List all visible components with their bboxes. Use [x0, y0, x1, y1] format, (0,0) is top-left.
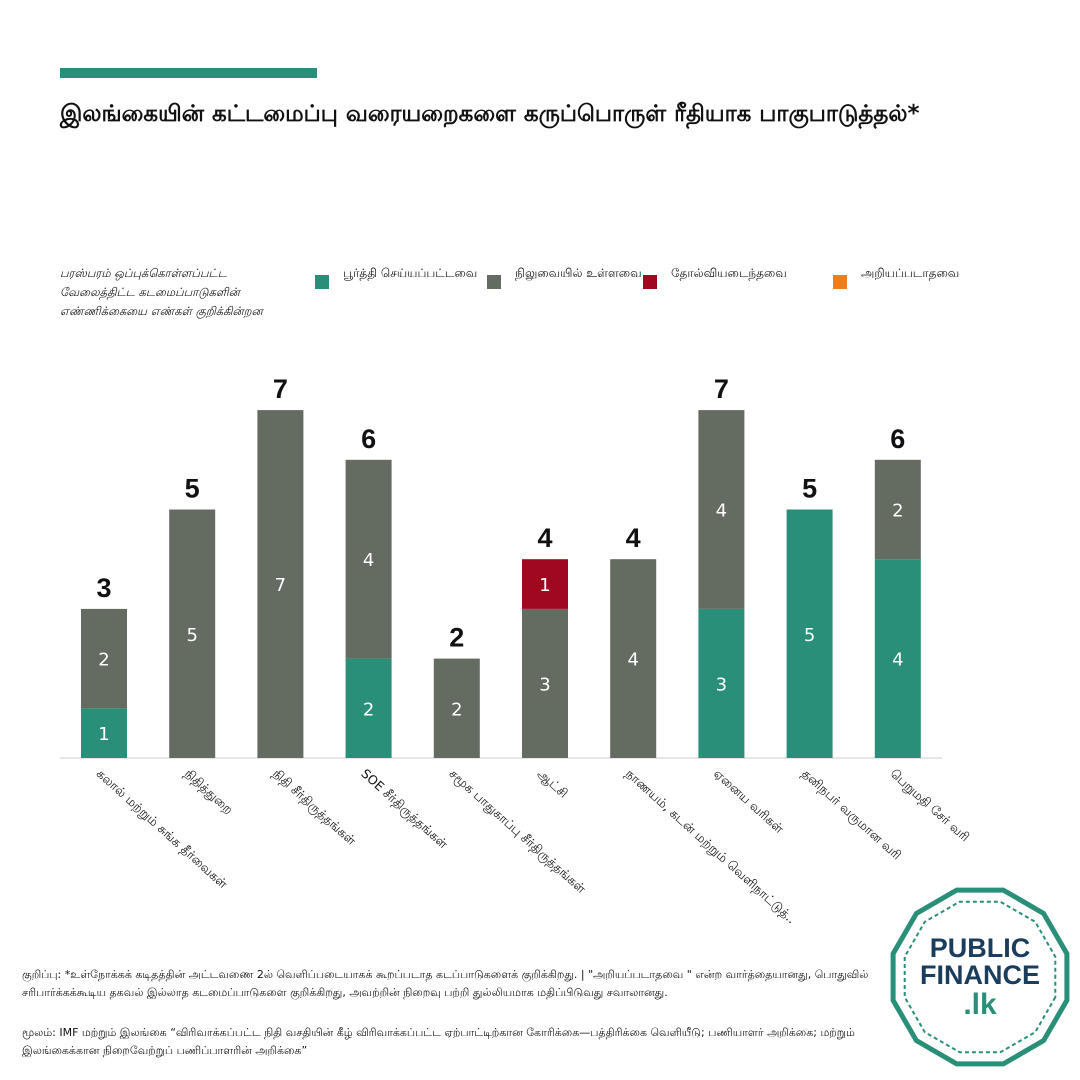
x-tick-label: பெறுமதி சேர் வரி	[887, 766, 973, 845]
segment-label: 2	[98, 650, 109, 671]
bar-segment	[433, 658, 480, 758]
logo-ring	[903, 900, 1057, 1054]
bar-segment	[81, 708, 127, 758]
logo-badge	[890, 887, 1070, 1067]
x-tick-label: நிதி சீர்திருத்தங்கள்	[269, 766, 359, 850]
legend-swatch	[833, 275, 847, 289]
legend-label: பூர்த்தி செய்யப்பட்டவை	[343, 266, 478, 280]
x-tick-label: தனிநபர் வருமான வரி	[799, 766, 905, 864]
bar-segment	[522, 559, 568, 609]
x-tick-label: ஆட்சி	[535, 766, 572, 801]
total-label: 7	[714, 374, 729, 404]
total-label: 6	[361, 424, 376, 454]
bar-segment	[874, 559, 921, 758]
segment-label: 4	[363, 550, 374, 571]
x-tick-label: SOE சீர்திருத்தங்கள்	[358, 766, 452, 853]
footnote: குறிப்பு: *உள்நோக்கக் கடிதத்தின் அட்டவணை…	[22, 968, 869, 999]
bar-segment	[698, 410, 745, 609]
bar-segment	[786, 509, 833, 758]
legend-item: அறியப்படாதவை	[833, 264, 1011, 289]
total-label: 4	[537, 523, 552, 553]
total-label: 5	[802, 474, 817, 504]
total-label: 7	[273, 374, 288, 404]
chart-title: இலங்கையின் கட்டமைப்பு வரையறைகளை கருப்பொர…	[60, 101, 920, 127]
bar-segment	[345, 658, 392, 758]
legend-swatch	[487, 275, 501, 289]
segment-label: 4	[716, 501, 727, 522]
bar-segment	[81, 608, 127, 709]
total-label: 4	[626, 523, 641, 553]
segment-label: 5	[804, 625, 815, 646]
legend-note: பரஸ்பரம் ஒப்புக்கொள்ளப்பட்ட வேலைத்திட்ட …	[60, 266, 263, 318]
total-label: 2	[449, 623, 464, 653]
logo-text: PUBLIC	[930, 933, 1031, 963]
bar-segment	[257, 410, 304, 758]
logo-text: .lk	[963, 988, 997, 1021]
source: மூலம்: IMF மற்றும் இலங்கை “விரிவாக்கப்பட…	[22, 1026, 855, 1057]
logo-text: FINANCE	[920, 960, 1040, 990]
segment-label: 2	[451, 699, 462, 720]
legend-item: பூர்த்தி செய்யப்பட்டவை	[315, 264, 493, 289]
total-label: 6	[890, 424, 905, 454]
segment-label: 3	[716, 674, 727, 695]
segment-label: 2	[892, 501, 903, 522]
segment-label: 5	[186, 625, 197, 646]
bar-segment	[698, 608, 745, 758]
legend-label: நிலுவையில் உள்ளவை	[515, 266, 642, 280]
legend-swatch	[315, 275, 329, 289]
segment-label: 1	[98, 724, 109, 745]
total-label: 5	[185, 474, 200, 504]
bar-segment	[345, 459, 392, 659]
segment-label: 1	[539, 575, 550, 596]
total-label: 3	[96, 573, 111, 603]
segment-label: 7	[275, 575, 286, 596]
x-tick-label: நிதித்துறை	[181, 766, 236, 818]
logo: PUBLIC FINANCE .lk	[890, 887, 1070, 1067]
bar-segment	[522, 608, 568, 758]
x-tick-label: நாணயம், கடன் மற்றும் வெளிநாட்டுத்..	[622, 766, 799, 927]
legend-label: தோல்வியடைந்தவை	[671, 266, 787, 280]
segment-label: 4	[627, 650, 638, 671]
bar-segment	[874, 459, 921, 560]
segment-label: 2	[363, 699, 374, 720]
bar-segment	[169, 509, 216, 758]
header-bar	[60, 68, 317, 78]
legend-item: நிலுவையில் உள்ளவை	[487, 264, 665, 289]
x-tick-label: ஏனைய வரிகள்	[711, 766, 787, 837]
bar-segment	[610, 559, 657, 758]
legend-label: அறியப்படாதவை	[861, 266, 960, 280]
segment-label: 3	[539, 674, 550, 695]
legend-swatch	[643, 275, 657, 289]
legend-item: தோல்வியடைந்தவை	[643, 264, 821, 289]
segment-label: 4	[892, 650, 903, 671]
